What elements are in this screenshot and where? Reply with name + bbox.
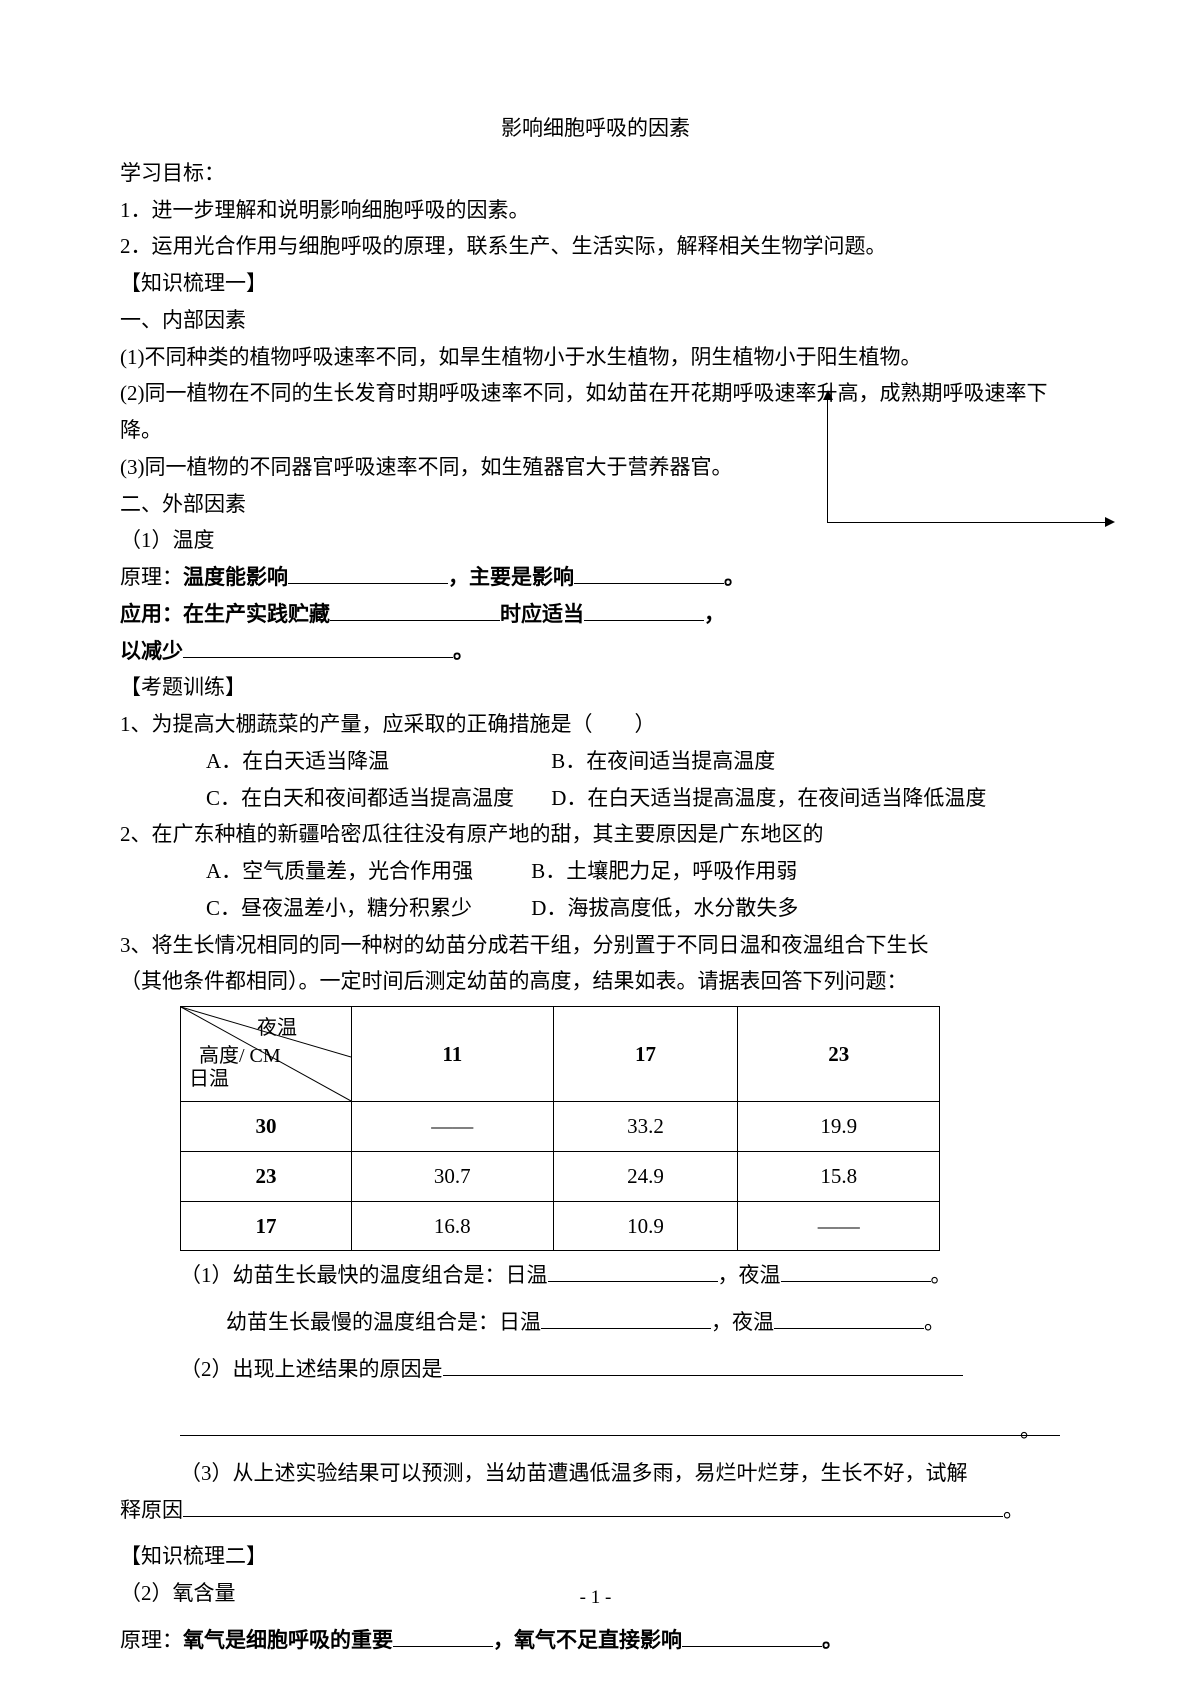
q2-opt-c: C．昼夜温差小，糖分积累少 (206, 890, 526, 927)
q1-stem: 1、为提高大棚蔬菜的产量，应采取的正确措施是（ ） (120, 706, 1071, 743)
q2-stem: 2、在广东种植的新疆哈密瓜往往没有原产地的甜，其主要原因是广东地区的 (120, 816, 1071, 853)
cell: 33.2 (553, 1102, 738, 1152)
row-label: 30 (181, 1102, 352, 1152)
principle-2: 原理：氧气是细胞呼吸的重要，氧气不足直接影响。 (120, 1622, 1071, 1659)
blank (584, 597, 704, 621)
table-corner-cell: 夜温 高度/ CM 日温 (181, 1007, 352, 1102)
q3-1b: ，夜温 (718, 1263, 781, 1287)
q2-opt-a: A．空气质量差，光合作用强 (206, 853, 526, 890)
blank (183, 633, 453, 657)
p1-a: 温度能影响 (183, 565, 288, 589)
q2-opt-d: D．海拔高度低，水分散失多 (531, 896, 798, 920)
q3-1b2: ，夜温 (711, 1310, 774, 1334)
blank (781, 1258, 931, 1282)
q1-opt-d: D．在白天适当提高温度，在夜间适当降低温度 (551, 786, 986, 810)
table-row: 30 —— 33.2 19.9 (181, 1102, 940, 1152)
cell: 19.9 (738, 1102, 940, 1152)
cell: —— (738, 1201, 940, 1251)
blank (682, 1623, 822, 1647)
doc-title: 影响细胞呼吸的因素 (120, 110, 1071, 147)
q3-3b-text: 释原因 (120, 1498, 183, 1522)
internal-1: (1)不同种类的植物呼吸速率不同，如旱生植物小于水生植物，阴生植物小于阳生植物。 (120, 339, 1071, 376)
table-row: 17 16.8 10.9 —— (181, 1201, 940, 1251)
col-header: 23 (738, 1007, 940, 1102)
blank (393, 1623, 493, 1647)
q1-opt-b: B．在夜间适当提高温度 (551, 749, 775, 773)
q1-row2: C．在白天和夜间都适当提高温度 D．在白天适当提高温度，在夜间适当降低温度 (120, 780, 1071, 817)
cell: 10.9 (553, 1201, 738, 1251)
kb2-label: 【知识梳理二】 (120, 1538, 1071, 1575)
goals-header: 学习目标： (120, 155, 1071, 192)
cell: 24.9 (553, 1151, 738, 1201)
period: 。 (120, 1412, 1071, 1449)
q3-stem-2: （其他条件都相同）。一定时间后测定幼苗的高度，结果如表。请据表回答下列问题： (120, 963, 1071, 1000)
q1-opt-a: A．在白天适当降温 (206, 743, 546, 780)
a1-d: 以减少 (120, 639, 183, 663)
principle-prefix: 原理： (120, 1628, 183, 1652)
q3-2: （2）出现上述结果的原因是 (120, 1351, 1071, 1388)
goal-2: 2．运用光合作用与细胞呼吸的原理，联系生产、生活实际，解释相关生物学问题。 (120, 228, 1071, 265)
blank (548, 1258, 718, 1282)
blank (330, 597, 500, 621)
corner-bottom: 日温 (189, 1062, 229, 1097)
q3-1a: （1）幼苗生长最快的温度组合是：日温 (180, 1263, 548, 1287)
apply-1-cont: 以减少。 (120, 633, 1071, 670)
blank-axes-graph (811, 392, 1111, 532)
blank (183, 1493, 1003, 1517)
apply-prefix: 应用： (120, 602, 183, 626)
p1-b: ，主要是影响 (448, 565, 574, 589)
a1-c: ， (704, 602, 725, 626)
q3-3a: （3）从上述实验结果可以预测，当幼苗遭遇低温多雨，易烂叶烂芽，生长不好，试解 (120, 1455, 1071, 1492)
blank (774, 1305, 924, 1329)
p2-a: 氧气是细胞呼吸的重要 (183, 1628, 393, 1652)
blank (443, 1352, 963, 1376)
blank (288, 560, 448, 584)
p2-b: ，氧气不足直接影响 (493, 1628, 682, 1652)
cell: 30.7 (352, 1151, 554, 1201)
section-internal: 一、内部因素 (120, 302, 1071, 339)
apply-1: 应用：在生产实践贮藏 时应适当 ， (120, 596, 1071, 633)
q3-2-text: （2）出现上述结果的原因是 (180, 1357, 443, 1381)
a1-a: 在生产实践贮藏 (183, 602, 330, 626)
a1-b: 时应适当 (500, 602, 584, 626)
q1-opt-c: C．在白天和夜间都适当提高温度 (206, 780, 546, 817)
q2-row2: C．昼夜温差小，糖分积累少 D．海拔高度低，水分散失多 (120, 890, 1071, 927)
row-label: 23 (181, 1151, 352, 1201)
col-header: 11 (352, 1007, 554, 1102)
blank (541, 1305, 711, 1329)
q1-row1: A．在白天适当降温 B．在夜间适当提高温度 (120, 743, 1071, 780)
kb1-label: 【知识梳理一】 (120, 265, 1071, 302)
goal-1: 1．进一步理解和说明影响细胞呼吸的因素。 (120, 192, 1071, 229)
cell: 15.8 (738, 1151, 940, 1201)
q3-stem-1: 3、将生长情况相同的同一种树的幼苗分成若干组，分别置于不同日温和夜温组合下生长 (120, 927, 1071, 964)
table-row: 23 30.7 24.9 15.8 (181, 1151, 940, 1201)
q2-row1: A．空气质量差，光合作用强 B．土壤肥力足，呼吸作用弱 (120, 853, 1071, 890)
cell: —— (352, 1102, 554, 1152)
page-number: - 1 - (0, 1581, 1191, 1614)
principle-1: 原理：温度能影响，主要是影响。 (120, 559, 1071, 596)
blank (574, 560, 724, 584)
q3-1-fast: （1）幼苗生长最快的温度组合是：日温，夜温。 (120, 1257, 1071, 1294)
q2-opt-b: B．土壤肥力足，呼吸作用弱 (531, 859, 797, 883)
principle-prefix: 原理： (120, 565, 183, 589)
q3-1s: 幼苗生长最慢的温度组合是：日温 (226, 1310, 541, 1334)
col-header: 17 (553, 1007, 738, 1102)
row-label: 17 (181, 1201, 352, 1251)
exercise-label: 【考题训练】 (120, 669, 1071, 706)
cell: 16.8 (352, 1201, 554, 1251)
q3-1-slow: 幼苗生长最慢的温度组合是：日温，夜温。 (120, 1304, 1071, 1341)
data-table: 夜温 高度/ CM 日温 11 17 23 30 —— 33.2 19.9 23… (180, 1006, 940, 1251)
q3-3b: 释原因。 (120, 1492, 1071, 1529)
